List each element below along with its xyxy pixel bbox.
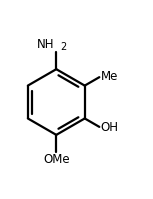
Text: 2: 2 [60, 42, 67, 52]
Text: OH: OH [101, 121, 119, 134]
Text: Me: Me [101, 70, 118, 83]
Text: OMe: OMe [43, 153, 70, 166]
Text: NH: NH [37, 38, 55, 52]
